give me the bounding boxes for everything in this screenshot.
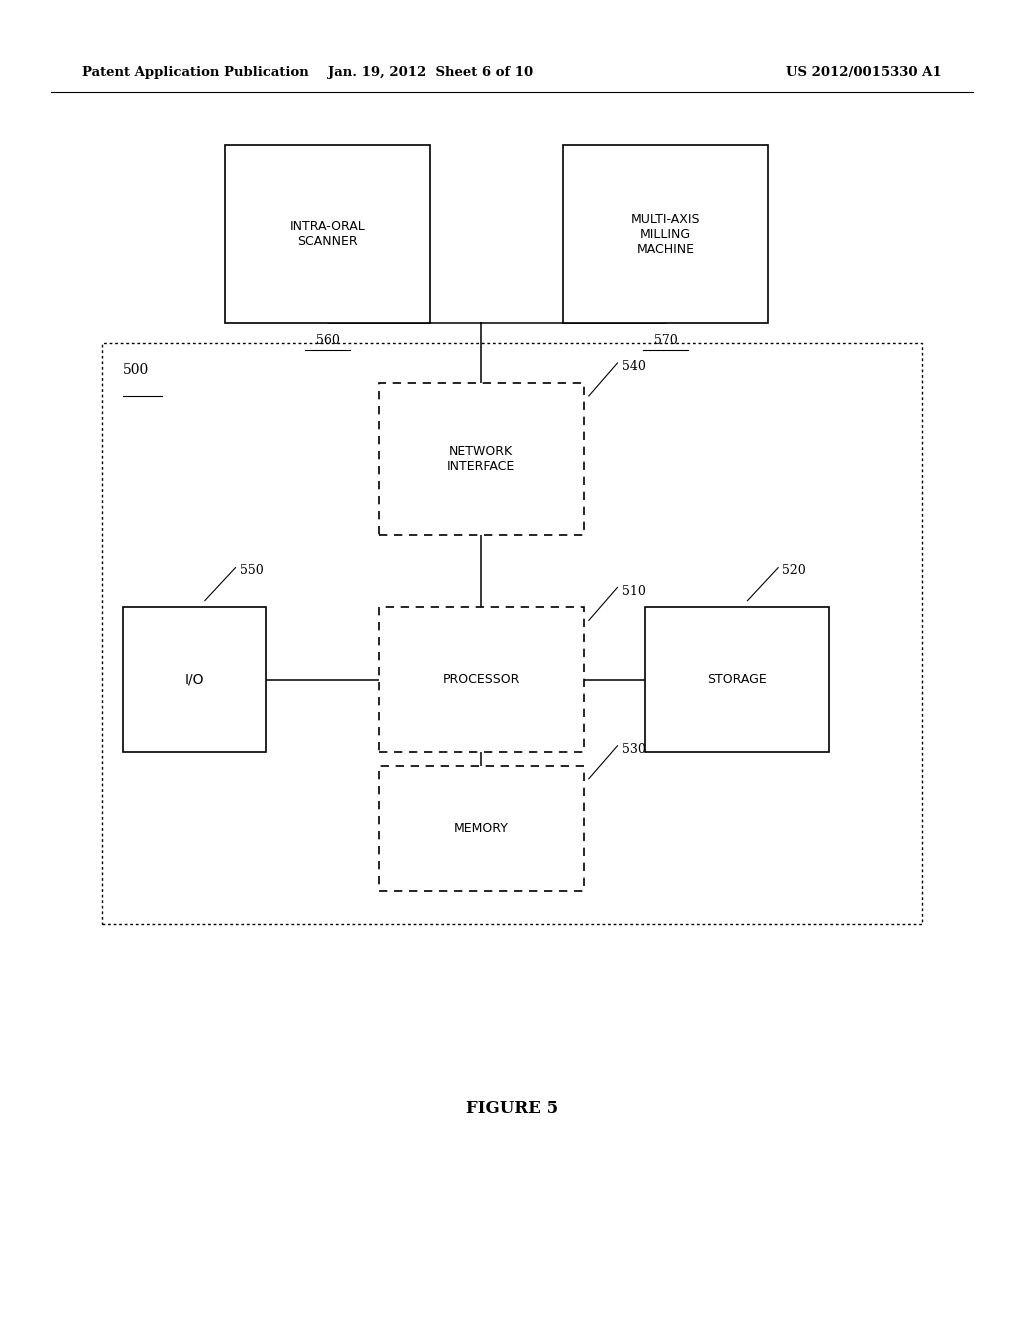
Bar bbox=[379, 607, 584, 752]
Bar bbox=[379, 383, 584, 535]
Text: 520: 520 bbox=[782, 564, 806, 577]
Bar bbox=[225, 145, 430, 323]
Bar bbox=[379, 766, 584, 891]
Text: Jan. 19, 2012  Sheet 6 of 10: Jan. 19, 2012 Sheet 6 of 10 bbox=[328, 66, 532, 79]
Text: NETWORK
INTERFACE: NETWORK INTERFACE bbox=[447, 445, 515, 473]
Bar bbox=[102, 343, 922, 924]
Bar bbox=[123, 607, 266, 752]
Bar bbox=[563, 145, 768, 323]
Text: MULTI-AXIS
MILLING
MACHINE: MULTI-AXIS MILLING MACHINE bbox=[631, 213, 700, 256]
Text: I/O: I/O bbox=[184, 673, 205, 686]
Text: INTRA-ORAL
SCANNER: INTRA-ORAL SCANNER bbox=[290, 220, 366, 248]
Text: MEMORY: MEMORY bbox=[454, 822, 509, 834]
Text: 510: 510 bbox=[622, 585, 645, 598]
Text: Patent Application Publication: Patent Application Publication bbox=[82, 66, 308, 79]
Text: 530: 530 bbox=[622, 743, 645, 756]
Text: US 2012/0015330 A1: US 2012/0015330 A1 bbox=[786, 66, 942, 79]
Text: 570: 570 bbox=[653, 334, 678, 347]
Text: STORAGE: STORAGE bbox=[708, 673, 767, 686]
Bar bbox=[645, 607, 829, 752]
Text: FIGURE 5: FIGURE 5 bbox=[466, 1101, 558, 1117]
Text: 550: 550 bbox=[240, 564, 263, 577]
Text: 500: 500 bbox=[123, 363, 150, 378]
Text: 560: 560 bbox=[315, 334, 340, 347]
Text: 540: 540 bbox=[622, 360, 645, 374]
Text: PROCESSOR: PROCESSOR bbox=[442, 673, 520, 686]
